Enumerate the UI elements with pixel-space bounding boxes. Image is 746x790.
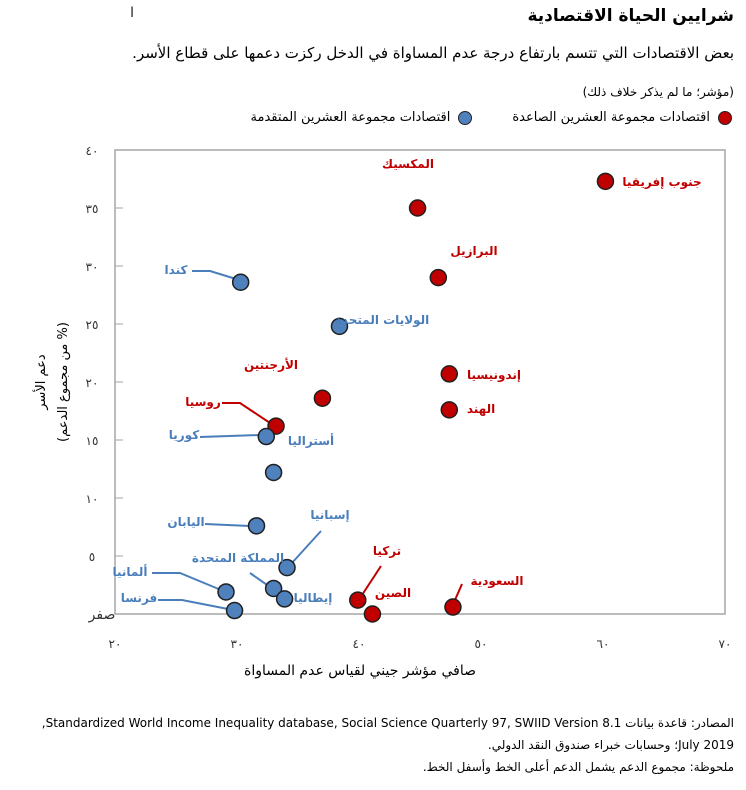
y-tick-label: ٤٠ bbox=[86, 144, 99, 158]
data-label: تركيا bbox=[373, 544, 401, 558]
x-tick-label: ٢٠ bbox=[109, 637, 122, 651]
legend: اقتصادات مجموعة العشرين الصاعدة اقتصادات… bbox=[251, 110, 732, 125]
data-point bbox=[217, 583, 235, 601]
data-label: اليابان bbox=[167, 515, 204, 529]
data-point bbox=[596, 172, 615, 191]
notes: المصادر: قاعدة بيانات Standardized World… bbox=[42, 712, 734, 778]
data-label: الولايات المتحدة bbox=[335, 313, 430, 328]
data-label: كندا bbox=[165, 263, 188, 277]
y-tick-label: صفر bbox=[88, 607, 116, 623]
data-point bbox=[440, 365, 459, 383]
y-tick-label: ٣٠ bbox=[86, 260, 99, 274]
data-point bbox=[440, 401, 459, 419]
data-label: الصين bbox=[375, 586, 411, 600]
data-label: روسيا bbox=[185, 395, 221, 410]
data-point bbox=[313, 389, 332, 407]
x-tick-label: ٥٠ bbox=[475, 637, 488, 651]
data-label: فرنسا bbox=[121, 591, 158, 605]
data-label: الهند bbox=[467, 402, 495, 416]
leader-line bbox=[199, 434, 261, 438]
leader-line bbox=[290, 530, 322, 565]
y-axis-label-line2: (% من مجموع الدعم) bbox=[56, 322, 71, 442]
plot-frame bbox=[114, 149, 726, 615]
y-tick-label: ٢٥ bbox=[86, 318, 99, 332]
data-label: إندونيسيا bbox=[467, 368, 521, 383]
y-axis-label-line1: دعم الأسر bbox=[32, 354, 49, 411]
red-dot-icon bbox=[718, 110, 732, 125]
x-axis-label: صافي مؤشر جيني لقياس عدم المساواة bbox=[244, 663, 476, 679]
scatter-chart: صفر ٥ ١٠ ١٥ ٢٠ ٢٥ ٣٠ ٣٥ ٤٠ ٢٠ ٣٠ ٤٠ ٥٠ ٦٠ ٧٠ جنوب إفريق… bbox=[32, 144, 732, 679]
legend-label: اقتصادات مجموعة العشرين الصاعدة bbox=[512, 110, 710, 125]
x-tick-label: ٣٠ bbox=[231, 637, 244, 651]
legend-item-advanced: اقتصادات مجموعة العشرين المتقدمة bbox=[251, 110, 473, 125]
data-point bbox=[225, 601, 244, 620]
data-label: البرازيل bbox=[450, 244, 497, 258]
chart-subtitle: بعض الاقتصادات التي تتسم بارتفاع درجة عد… bbox=[132, 44, 734, 62]
data-label: كوريا bbox=[169, 428, 199, 443]
data-label: السعودية bbox=[470, 574, 523, 589]
data-label: ألمانيا bbox=[112, 564, 147, 579]
blue-dot-icon bbox=[458, 110, 473, 125]
data-label: إسبانيا bbox=[310, 508, 349, 522]
x-tick-label: ٧٠ bbox=[719, 637, 732, 651]
source-line-1: المصادر: قاعدة بيانات Standardized World… bbox=[41, 716, 734, 730]
leader-line bbox=[361, 565, 382, 596]
data-point bbox=[363, 605, 382, 623]
y-tick-label: ٥ bbox=[89, 550, 95, 564]
data-point bbox=[330, 317, 349, 336]
leader-line bbox=[454, 583, 463, 601]
unit-note: (مؤشر؛ ما لم يذكر خلاف ذلك) bbox=[582, 85, 734, 99]
data-point bbox=[349, 591, 367, 609]
leader-line bbox=[158, 599, 229, 610]
data-point bbox=[444, 598, 462, 616]
legend-label: اقتصادات مجموعة العشرين المتقدمة bbox=[250, 110, 451, 125]
note-line: ملحوظة: مجموع الدعم يشمل الدعم أعلى الخط… bbox=[422, 760, 734, 774]
data-point bbox=[247, 517, 266, 535]
data-label: أستراليا bbox=[288, 433, 334, 448]
data-point bbox=[408, 199, 427, 217]
data-label: المملكة المتحدة bbox=[192, 551, 284, 565]
data-point bbox=[429, 268, 448, 287]
data-point bbox=[264, 463, 283, 482]
leader-line bbox=[152, 572, 222, 591]
data-point bbox=[278, 558, 296, 577]
y-tick-label: ١٥ bbox=[86, 434, 99, 448]
x-tick-label: ٦٠ bbox=[597, 637, 610, 651]
data-label: جنوب إفريقيا bbox=[622, 175, 701, 190]
chart-title: شرايين الحياة الاقتصادية bbox=[527, 6, 734, 26]
data-point bbox=[275, 590, 294, 608]
data-label: إيطاليا bbox=[294, 591, 333, 605]
data-point bbox=[264, 579, 283, 598]
data-point bbox=[231, 273, 250, 291]
y-tick-label: ١٠ bbox=[86, 492, 99, 506]
legend-item-emerging: اقتصادات مجموعة العشرين الصاعدة bbox=[512, 110, 732, 125]
y-tick-label: ٢٠ bbox=[86, 376, 99, 390]
text-cursor-icon: I bbox=[130, 5, 135, 21]
data-label: الأرجنتين bbox=[244, 357, 298, 372]
data-point bbox=[257, 427, 276, 446]
leader-line bbox=[204, 523, 251, 527]
leader-line bbox=[222, 402, 271, 424]
data-label: المكسيك bbox=[382, 157, 434, 171]
x-tick-label: ٤٠ bbox=[353, 637, 366, 651]
leader-line bbox=[192, 270, 237, 280]
source-line-2: July 2019؛ وحسابات خبراء صندوق النقد الد… bbox=[487, 738, 734, 752]
y-tick-label: ٣٥ bbox=[86, 202, 99, 216]
